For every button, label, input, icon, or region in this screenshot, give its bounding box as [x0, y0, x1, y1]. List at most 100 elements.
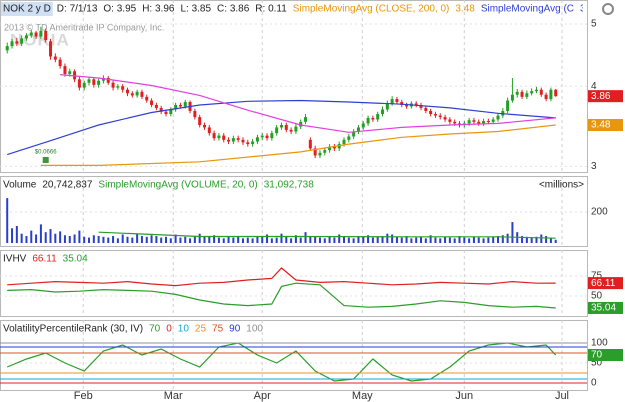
header-item: 0: [166, 324, 172, 335]
y-tick-label: 50: [591, 291, 603, 302]
header-item: IVHV: [3, 254, 27, 265]
candle-body: [77, 79, 81, 88]
value-box: [588, 301, 623, 314]
candle-body: [169, 109, 173, 115]
panel-frame: [0, 250, 588, 317]
candle-body: [39, 30, 43, 37]
candle-body: [534, 89, 538, 92]
value-box: [588, 90, 623, 103]
header-item: SimpleMovingAvg (CLOSE, 200, 0): [293, 4, 450, 15]
candle-body: [448, 119, 452, 122]
candle-body: [515, 91, 519, 95]
value-box: [588, 119, 623, 132]
volume-bar: [145, 236, 148, 243]
volume-bar: [270, 238, 273, 243]
volume-bar: [131, 237, 134, 243]
candle-body: [400, 101, 404, 105]
header-item: 75: [212, 324, 224, 335]
candle-body: [376, 114, 380, 120]
x-tick-label: Jun: [455, 390, 473, 402]
volume-bar: [222, 238, 225, 243]
volume-bar: [179, 237, 182, 243]
volume-bar: [386, 233, 389, 243]
candle-body: [539, 89, 543, 95]
volume-bar: [208, 236, 211, 243]
volume-bar: [444, 236, 447, 243]
candle-body: [150, 100, 154, 105]
volume-bar: [290, 238, 293, 243]
candle-body: [491, 119, 495, 122]
value-box-label: 3.86: [591, 91, 611, 102]
volume-bar: [97, 236, 100, 243]
volume-bar: [496, 236, 499, 243]
candle-body: [424, 107, 428, 111]
candle-body: [385, 103, 389, 110]
candle-body: [260, 135, 264, 138]
candle-body: [24, 35, 28, 39]
event-label: $0.0666: [35, 150, 57, 156]
plot-area: [0, 176, 587, 246]
candle-body: [318, 152, 322, 156]
volume-bar: [30, 230, 33, 243]
y-tick-label: 3: [591, 161, 597, 172]
candle-body: [453, 121, 457, 124]
candle-body: [97, 80, 101, 85]
candle-body: [217, 135, 221, 139]
candle-body: [193, 110, 197, 118]
candle-body: [58, 59, 62, 67]
candle-body: [236, 138, 240, 140]
volume-bar: [343, 236, 346, 243]
y-tick-label: 5: [591, 19, 597, 30]
plot-area: [0, 250, 587, 316]
volume-bar: [251, 238, 254, 243]
volume-bar: [20, 233, 23, 243]
volume-bar: [227, 236, 230, 243]
value-box: [588, 277, 623, 290]
header-item: R: 0.11: [255, 4, 287, 15]
panel-header: Volume 20,742,837 SimpleMovingAvg (VOLUME,…: [3, 180, 314, 191]
candle-body: [554, 89, 558, 97]
candle-body: [20, 38, 24, 44]
candle-body: [429, 110, 433, 115]
volume-bar: [189, 238, 192, 243]
volume-bar: [25, 236, 28, 243]
candle-body: [87, 79, 91, 83]
candle-body: [352, 131, 356, 137]
header-item: D: 7/1/13: [57, 4, 98, 15]
volume-bar: [549, 237, 552, 243]
candle-body: [164, 111, 168, 115]
x-tick-label: Mar: [164, 390, 183, 402]
header-item: O: 3.95: [103, 4, 136, 15]
settings-icon[interactable]: [602, 3, 614, 15]
candle-body: [361, 123, 365, 128]
volume-bar: [333, 237, 336, 243]
volume-bar: [400, 237, 403, 243]
candle-body: [328, 146, 332, 151]
candle-body: [486, 121, 490, 123]
candle-body: [29, 32, 33, 36]
x-tick-label: Feb: [74, 390, 93, 402]
volume-bar: [540, 234, 543, 243]
header-item: 35.04: [63, 254, 88, 265]
volume-bar: [140, 236, 143, 243]
candle-body: [183, 101, 187, 107]
candle-body: [433, 114, 437, 116]
candle-body: [472, 120, 476, 122]
volume-bar: [174, 234, 177, 243]
header-item: SimpleMovingAvg (VOLUME, 20, 0): [98, 180, 257, 191]
volume-bar: [362, 236, 365, 243]
volume-bar: [246, 237, 249, 243]
candle-body: [381, 109, 385, 115]
candle-body: [405, 104, 409, 107]
candle-body: [251, 141, 255, 145]
volume-bar: [275, 237, 278, 243]
candle-body: [53, 56, 57, 60]
candle-body: [347, 136, 351, 140]
candle-body: [49, 41, 53, 57]
candle-body: [207, 127, 211, 134]
header-item: 25: [195, 324, 207, 335]
candle-body: [279, 125, 283, 128]
volume-bar: [266, 234, 269, 243]
line: [98, 231, 556, 239]
